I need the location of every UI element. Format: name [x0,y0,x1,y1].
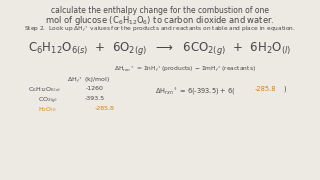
Text: mol of glucose (C$_6$H$_{12}$O$_6$) to carbon dioxide and water.: mol of glucose (C$_6$H$_{12}$O$_6$) to c… [45,14,275,27]
Text: -285.8: -285.8 [95,106,115,111]
Text: C$_6$H$_{12}$O$_{6(s)}$  +  6O$_{2(g)}$  $\longrightarrow$  6CO$_{2(g)}$  +  6H$: C$_6$H$_{12}$O$_{6(s)}$ + 6O$_{2(g)}$ $\… [28,40,292,57]
Text: $\Delta$H$_{rxn}$$^\circ$ = $\Sigma$nH$_f$$^\circ$(products) $-$ $\Sigma$mH$_f$$: $\Delta$H$_{rxn}$$^\circ$ = $\Sigma$nH$_… [114,64,256,74]
Text: ): ) [283,86,286,93]
Text: Step 2.  Look up $\Delta$H$_f$$^\circ$ values for the products and reactants on : Step 2. Look up $\Delta$H$_f$$^\circ$ va… [24,24,296,34]
Text: -1260: -1260 [86,86,104,91]
Text: $\Delta$H$_f$$^\circ$ (kJ/mol): $\Delta$H$_f$$^\circ$ (kJ/mol) [67,75,109,85]
Text: CO$_{2(g)}$: CO$_{2(g)}$ [38,96,58,106]
Text: calculate the enthalpy change for the combustion of one: calculate the enthalpy change for the co… [51,6,269,15]
Text: C$_6$H$_{12}$O$_{6(s)}$: C$_6$H$_{12}$O$_{6(s)}$ [28,86,61,94]
Text: -285.8: -285.8 [255,86,276,92]
Text: -393.5: -393.5 [85,96,105,101]
Text: H$_2$O$_{(l)}$: H$_2$O$_{(l)}$ [38,106,57,114]
Text: $\Delta$H$_{rxn}$$^\circ$ = 6(-393.5) + 6(: $\Delta$H$_{rxn}$$^\circ$ = 6(-393.5) + … [155,86,236,97]
